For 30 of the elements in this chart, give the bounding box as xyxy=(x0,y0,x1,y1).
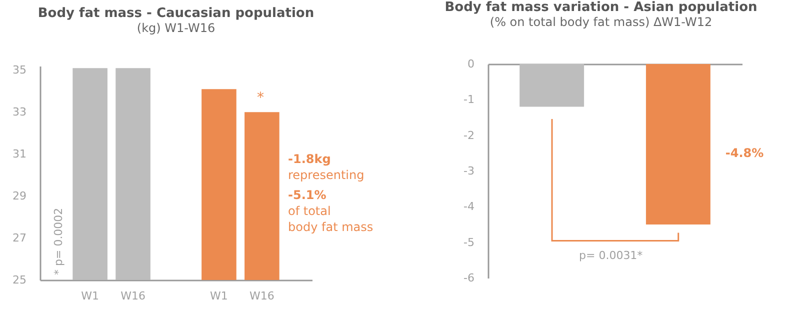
annotation: -5.1% xyxy=(288,188,326,202)
annotation: -4.8% xyxy=(725,146,764,160)
y-tick-label: 29 xyxy=(12,190,26,203)
annotation: p= 0.0031* xyxy=(579,248,643,262)
y-tick-label: 0 xyxy=(468,58,474,70)
chart-title: Body fat mass - Caucasian population xyxy=(38,6,314,22)
chart-subtitle: (kg) W1-W16 xyxy=(136,21,216,36)
x-tick-label: W16 xyxy=(120,290,146,302)
x-tick-label: W1 xyxy=(210,290,228,302)
annotation: representing xyxy=(288,168,364,182)
y-tick-label: -2 xyxy=(464,128,474,142)
y-tick-label: -6 xyxy=(464,272,474,284)
y-tick-label: -5 xyxy=(464,236,474,249)
annotation: * xyxy=(256,90,264,106)
y-tick-label: -3 xyxy=(464,164,474,178)
y-tick-label: -1 xyxy=(464,93,474,106)
x-tick-label: W1 xyxy=(81,290,99,302)
y-tick-label: 31 xyxy=(12,148,26,161)
y-tick-label: 25 xyxy=(12,274,26,286)
annotation: of total xyxy=(288,204,331,218)
y-tick-label: 27 xyxy=(12,232,26,245)
annotation: -1.8kg xyxy=(288,152,331,166)
y-tick-label: -4 xyxy=(464,200,474,214)
x-tick-label: W16 xyxy=(250,290,274,302)
annotation: * p= 0.0002 xyxy=(52,208,65,275)
y-tick-label: 33 xyxy=(12,106,26,119)
chart-subtitle: (% on total body fat mass) ΔW1-W12 xyxy=(490,15,712,29)
chart-title: Body fat mass variation - Asian population xyxy=(444,0,758,15)
annotation: body fat mass xyxy=(288,220,374,234)
y-tick-label: 35 xyxy=(12,64,26,77)
